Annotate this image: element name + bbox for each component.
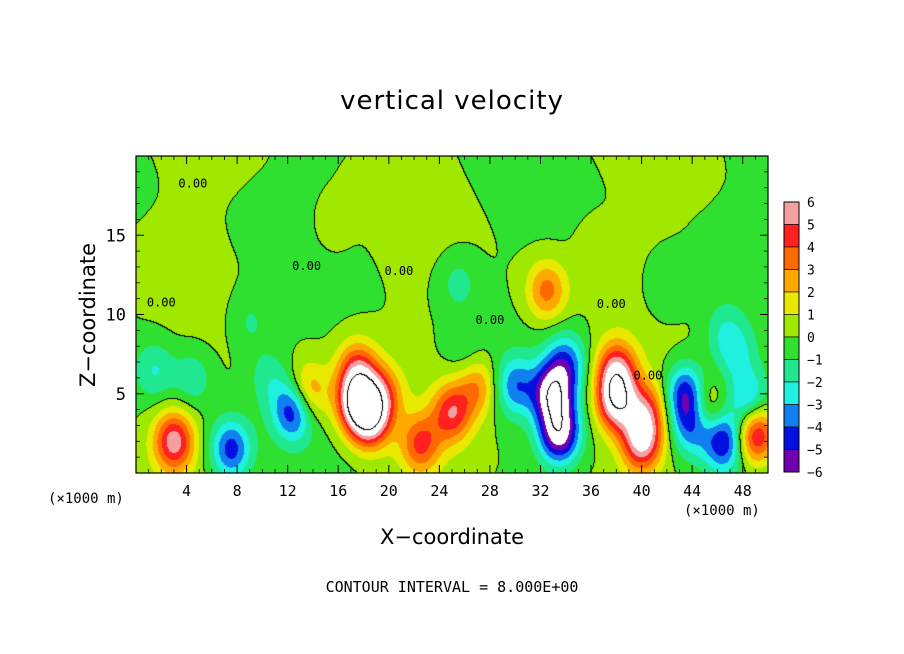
colorbar-label: −5 bbox=[807, 444, 823, 459]
y-tick-label: 15 bbox=[106, 226, 126, 246]
colorbar-swatch bbox=[783, 336, 800, 360]
colorbar-swatch bbox=[783, 201, 800, 225]
x-tick-label: 20 bbox=[380, 482, 398, 500]
contour-label: 0.00 bbox=[475, 313, 504, 327]
x-axis-label: X−coordinate bbox=[380, 525, 524, 549]
colorbar-label: −4 bbox=[807, 421, 823, 436]
contour-label: 0.00 bbox=[597, 297, 626, 311]
x-tick-label: 28 bbox=[481, 482, 499, 500]
x-unit-right: (×1000 m) bbox=[684, 503, 760, 519]
colorbar-swatch bbox=[783, 224, 800, 248]
y-tick-label: 10 bbox=[106, 306, 126, 326]
colorbar-frame bbox=[783, 201, 800, 473]
chart-title: vertical velocity bbox=[340, 86, 564, 116]
contour-interval-note: CONTOUR INTERVAL = 8.000E+00 bbox=[325, 578, 579, 596]
x-tick-label: 4 bbox=[182, 482, 191, 500]
colorbar-label: −1 bbox=[807, 354, 823, 369]
colorbar-label: 3 bbox=[807, 264, 815, 279]
x-tick-label: 24 bbox=[430, 482, 448, 500]
colorbar-swatch bbox=[783, 246, 800, 270]
heatmap-field bbox=[136, 156, 768, 473]
colorbar-swatch bbox=[783, 449, 800, 473]
colorbar-swatch bbox=[783, 404, 800, 428]
x-tick-label: 44 bbox=[683, 482, 701, 500]
colorbar-swatch bbox=[783, 359, 800, 383]
colorbar-label: −3 bbox=[807, 399, 823, 414]
colorbar-label: 5 bbox=[807, 219, 815, 234]
x-tick-label: 16 bbox=[329, 482, 347, 500]
y-tick-label: 5 bbox=[116, 385, 126, 405]
colorbar-swatch bbox=[783, 314, 800, 338]
colorbar-swatch bbox=[783, 291, 800, 315]
colorbar-label: 0 bbox=[807, 331, 815, 346]
colorbar-label: 2 bbox=[807, 286, 815, 301]
colorbar-swatch bbox=[783, 426, 800, 450]
colorbar-label: 6 bbox=[807, 196, 815, 211]
x-tick-label: 12 bbox=[279, 482, 297, 500]
contour-label: 0.00 bbox=[292, 259, 321, 273]
colorbar-swatch bbox=[783, 269, 800, 293]
x-tick-label: 8 bbox=[233, 482, 242, 500]
contour-label: 0.00 bbox=[384, 264, 413, 278]
x-tick-label: 36 bbox=[582, 482, 600, 500]
x-unit-left: (×1000 m) bbox=[48, 491, 124, 507]
colorbar-swatch bbox=[783, 381, 800, 405]
x-tick-label: 40 bbox=[633, 482, 651, 500]
colorbar-label: 4 bbox=[807, 241, 815, 256]
colorbar-label: 1 bbox=[807, 309, 815, 324]
contour-label: 0.00 bbox=[633, 368, 662, 382]
x-tick-label: 32 bbox=[531, 482, 549, 500]
colorbar-label: −2 bbox=[807, 376, 823, 391]
contour-label: 0.00 bbox=[147, 296, 176, 310]
x-tick-label: 48 bbox=[734, 482, 752, 500]
contour-label: 0.00 bbox=[178, 177, 207, 191]
colorbar-label: −6 bbox=[807, 466, 823, 481]
